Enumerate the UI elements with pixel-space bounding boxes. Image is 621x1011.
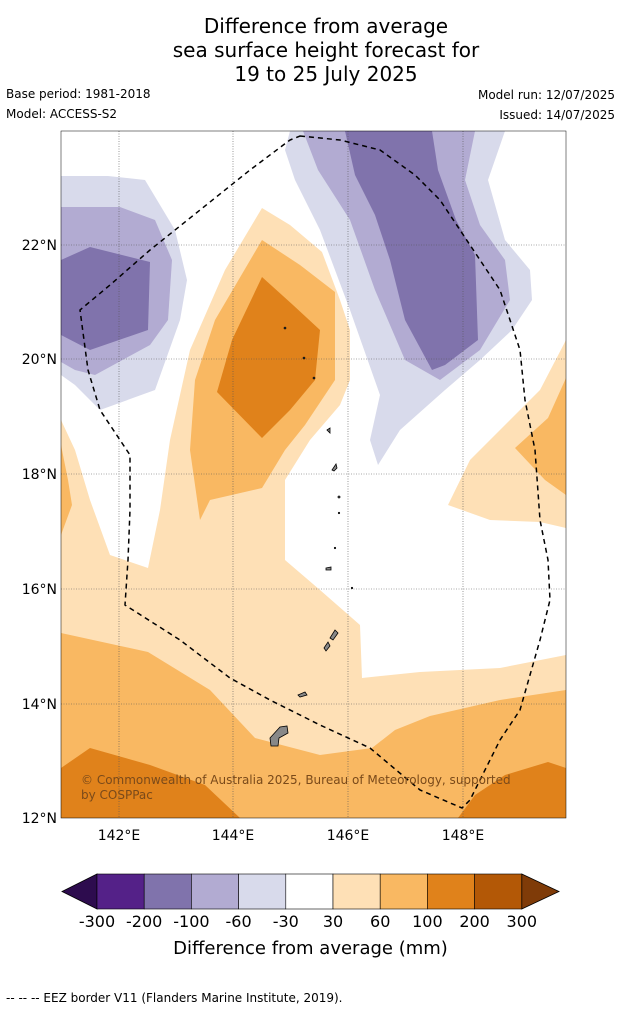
contour-neg100-neg200-west	[61, 247, 150, 350]
colorbar-tick-label: 100	[412, 912, 443, 931]
anatahan-island	[325, 566, 332, 571]
lat-label-20n: 20°N	[22, 352, 57, 368]
colorbar-tick-label: 60	[370, 912, 390, 931]
colorbar-segment	[474, 873, 523, 910]
tinian-island	[323, 641, 331, 652]
gridlines	[61, 131, 566, 818]
copyright-line-1: © Commonwealth of Australia 2025, Bureau…	[81, 773, 511, 787]
colorbar-segment	[332, 873, 381, 910]
issued-date: Issued: 14/07/2025	[499, 108, 615, 122]
contour-fill	[61, 131, 566, 818]
title-line-1: Difference from average	[203, 14, 449, 38]
farallon-medinilla-island	[350, 586, 354, 590]
contour-60-100-west	[61, 445, 72, 535]
colorbar-segment	[143, 873, 192, 910]
colorbar-tick-label: -30	[273, 912, 299, 931]
map-frame	[60, 130, 567, 819]
model-name: Model: ACCESS-S2	[6, 107, 118, 121]
colorbar-segment	[285, 873, 334, 910]
contour-100-200-se	[458, 762, 566, 818]
lat-label-18n: 18°N	[22, 467, 57, 483]
lon-label-144e: 144°E	[212, 828, 255, 844]
lon-label-146e: 146°E	[327, 828, 370, 844]
colorbar-segment	[96, 873, 145, 910]
colorbar: -300 -200 -100 -60 -30 30 60 100 200 300	[61, 873, 560, 931]
islands	[269, 326, 354, 747]
copyright-line-2: by COSPPac	[81, 788, 153, 802]
colorbar-segment	[191, 873, 239, 910]
asuncion-island	[312, 376, 316, 380]
contour-neg100-neg200-north	[345, 131, 478, 370]
lat-labels: 22°N 20°N 18°N 16°N 14°N 12°N	[22, 238, 57, 827]
lat-label-22n: 22°N	[22, 238, 57, 254]
saipan-island	[329, 629, 339, 641]
farallon-island	[283, 326, 287, 330]
eez-legend-note: -- -- -- EEZ border V11 (Flanders Marine…	[6, 991, 343, 1005]
colorbar-tick-label: 30	[323, 912, 343, 931]
colorbar-segment	[427, 873, 475, 910]
contour-100-200-central	[217, 277, 320, 438]
colorbar-tick-label: 200	[459, 912, 490, 931]
lat-label-16n: 16°N	[22, 582, 57, 598]
model-run: Model run: 12/07/2025	[477, 88, 615, 102]
colorbar-segment	[238, 873, 287, 910]
lon-label-142e: 142°E	[98, 828, 141, 844]
colorbar-title: Difference from average (mm)	[173, 938, 448, 959]
contour-60-100-south	[61, 633, 566, 818]
alamagan-island	[337, 495, 341, 499]
lon-labels: 142°E 144°E 146°E 148°E	[98, 828, 485, 844]
colorbar-tick-label: -60	[226, 912, 252, 931]
base-period: Base period: 1981-2018	[6, 87, 151, 101]
guguan-island	[337, 511, 341, 515]
eez-border	[79, 135, 551, 809]
pagan-island	[331, 463, 338, 472]
colorbar-segment	[379, 873, 428, 910]
colorbar-extend-high	[521, 873, 560, 910]
rota-island	[297, 691, 308, 698]
maug-island	[302, 356, 306, 360]
colorbar-tick-label: -200	[126, 912, 162, 931]
contour-60-100-east	[515, 378, 566, 495]
agrihan-island	[326, 427, 331, 434]
colorbar-tick-label: 300	[507, 912, 538, 931]
lat-label-12n: 12°N	[22, 811, 57, 827]
contour-100-200-sw	[61, 748, 240, 818]
guam-island	[269, 725, 289, 747]
title-line-3: 19 to 25 July 2025	[234, 62, 418, 86]
colorbar-tick-label: -100	[173, 912, 209, 931]
contour-30-60	[61, 208, 566, 818]
sarigan-island	[333, 546, 337, 550]
title-line-2: sea surface height forecast for	[172, 38, 480, 62]
chart-title: Difference from average sea surface heig…	[0, 14, 621, 86]
lon-label-148e: 148°E	[442, 828, 485, 844]
colorbar-tick-label: -300	[79, 912, 115, 931]
lat-label-14n: 14°N	[22, 697, 57, 713]
colorbar-extend-low	[61, 873, 98, 910]
